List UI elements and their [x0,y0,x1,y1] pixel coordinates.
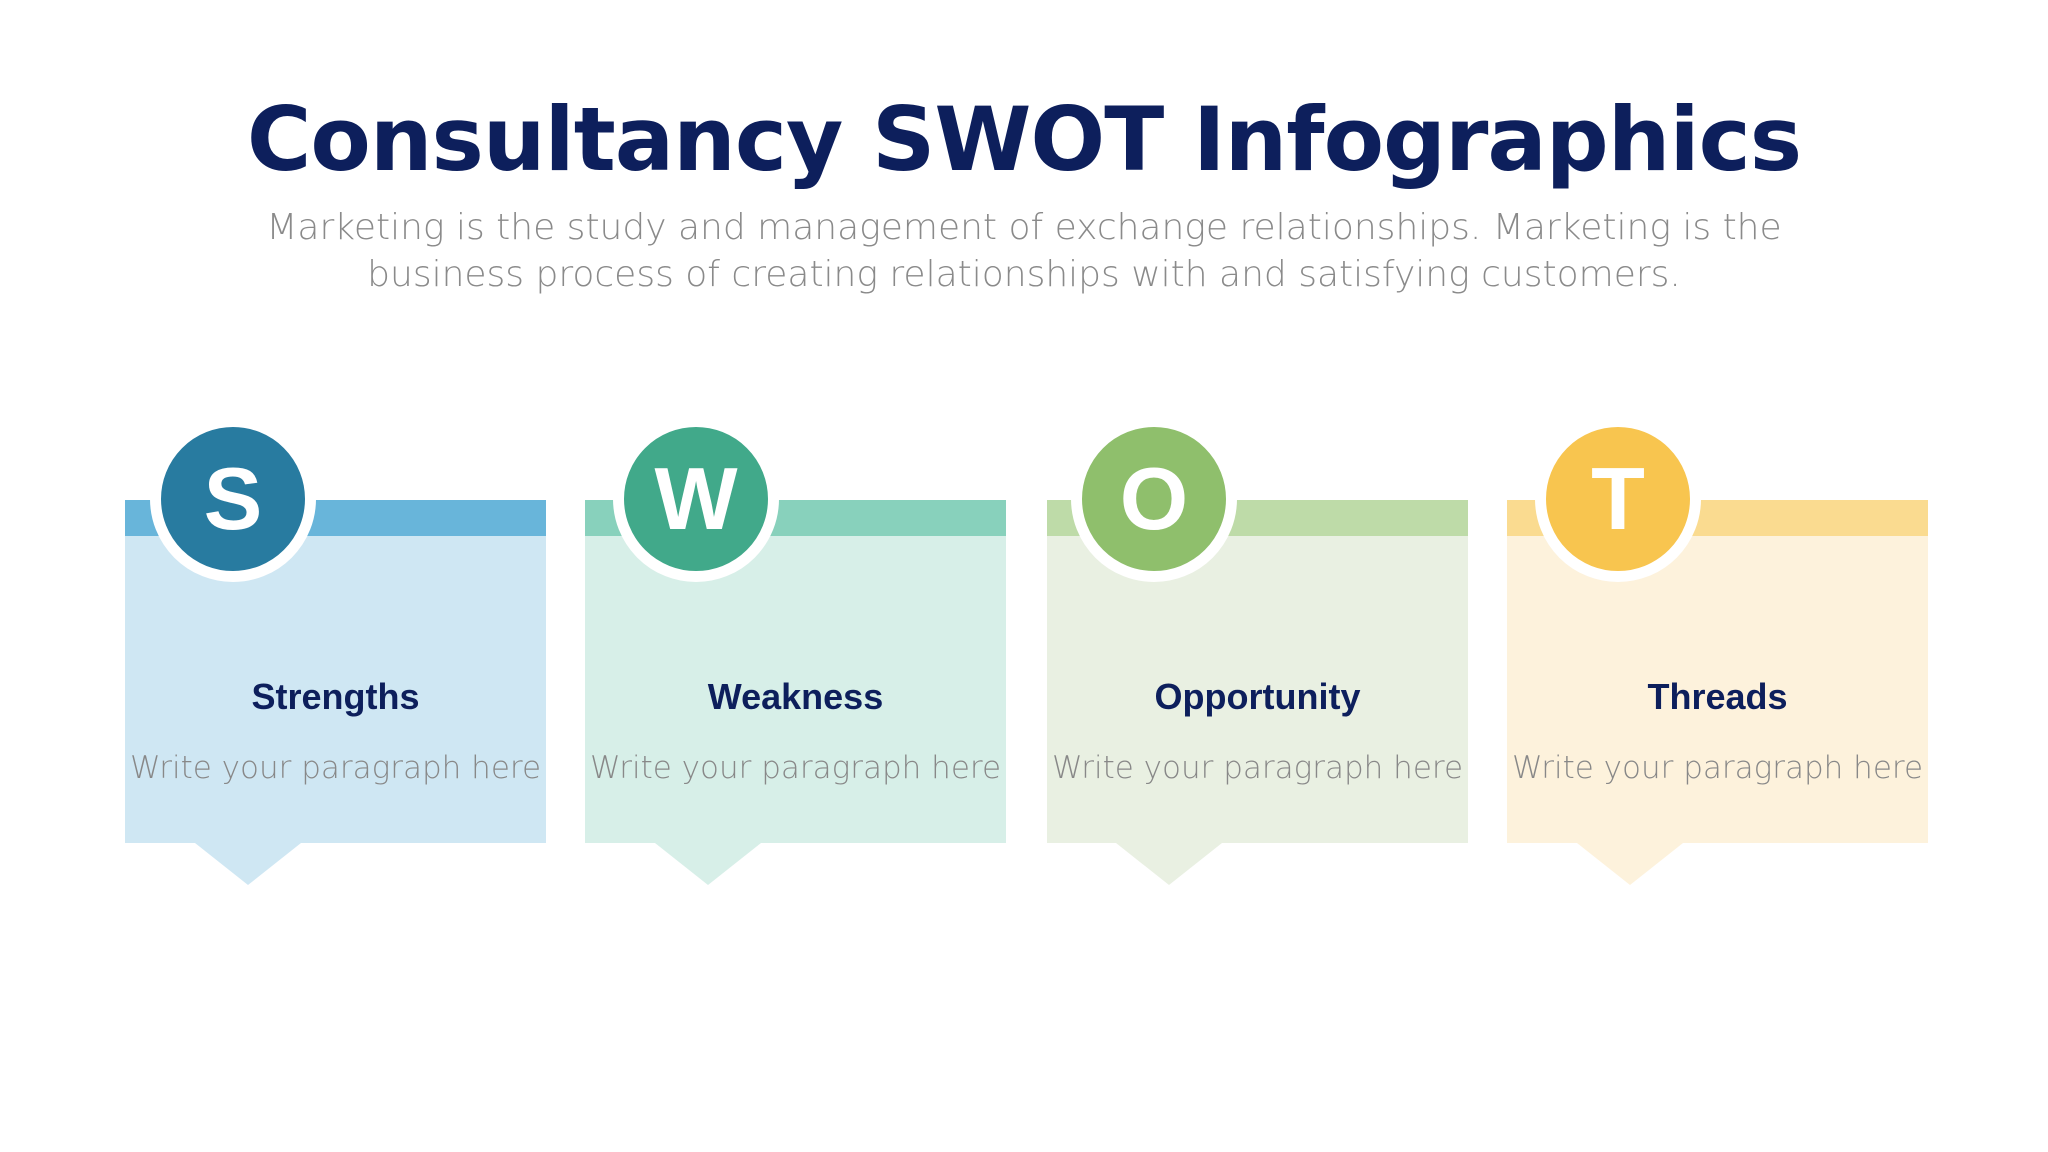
card-pointer [1577,843,1683,885]
card-body: Opportunity Write your paragraph here [1047,536,1468,843]
swot-card-strengths: Strengths Write your paragraph here S [125,416,546,885]
card-title: Weakness [707,676,884,717]
card-text: Write your paragraph here [1511,750,1924,786]
letter-badge: O [1071,416,1237,582]
card-text: Write your paragraph here [1051,750,1464,786]
swot-card-threads: Threads Write your paragraph here T [1507,416,1928,885]
card-title: Opportunity [1154,676,1361,717]
card-pointer [195,843,301,885]
card-text: Write your paragraph here [589,750,1002,786]
letter-badge: T [1535,416,1701,582]
card-text: Write your paragraph here [129,750,542,786]
card-title: Strengths [251,676,420,717]
letter-badge: S [150,416,316,582]
card-body: Weakness Write your paragraph here [585,536,1006,843]
card-body: Threads Write your paragraph here [1507,536,1928,843]
card-pointer [1116,843,1222,885]
page-subtitle: Marketing is the study and management of… [266,207,1782,295]
card-body: Strengths Write your paragraph here [125,536,546,843]
swot-card-weakness: Weakness Write your paragraph here W [585,416,1006,885]
card-title: Threads [1647,676,1788,717]
letter-badge: W [613,416,779,582]
card-pointer [655,843,761,885]
page-title: Consultancy SWOT Infographics [246,88,1802,191]
swot-card-opportunity: Opportunity Write your paragraph here O [1047,416,1468,885]
